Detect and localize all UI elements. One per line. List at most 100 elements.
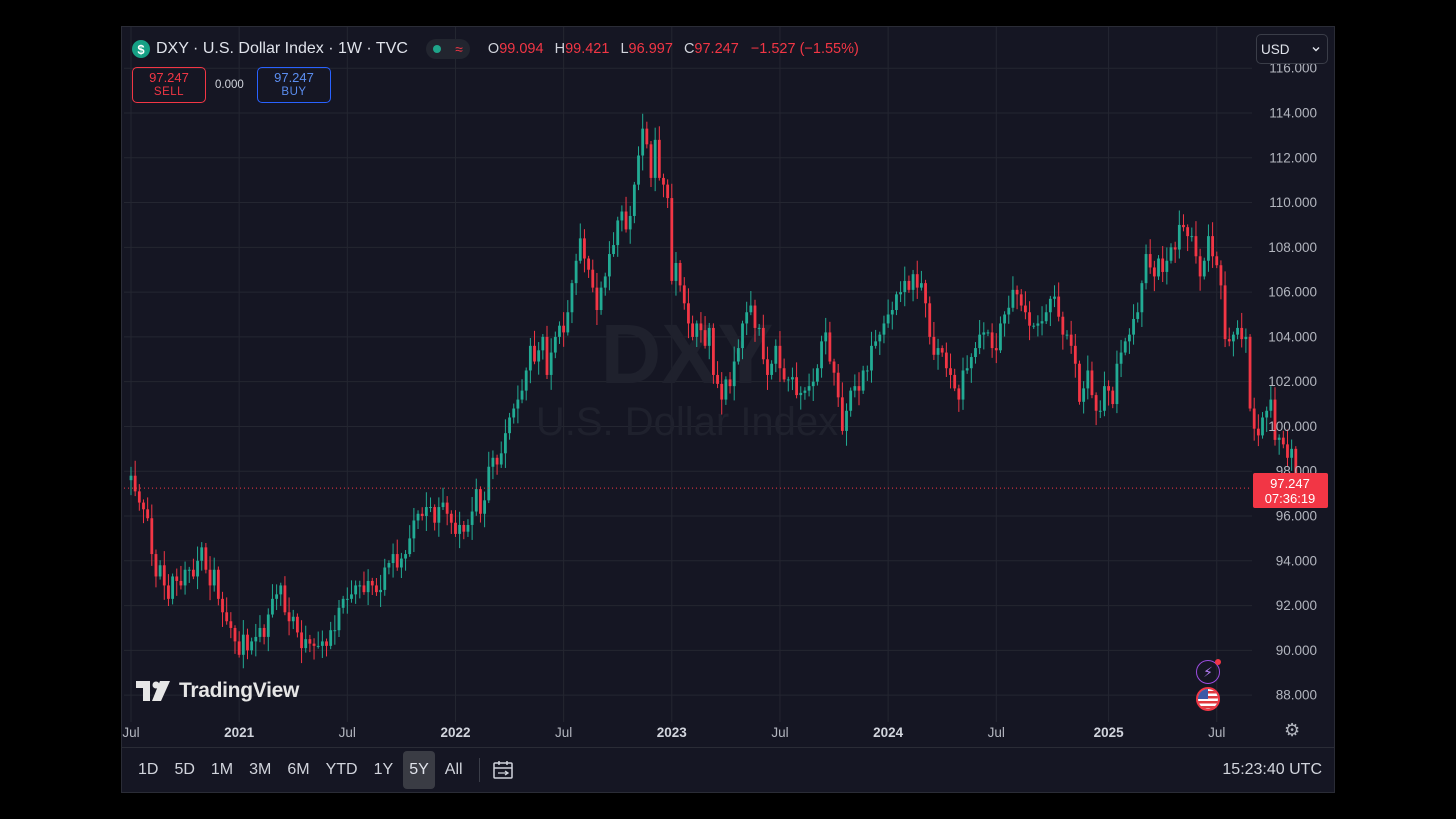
range-1m[interactable]: 1M (210, 761, 234, 778)
candle (944, 342, 948, 377)
currency-select[interactable]: USD (1256, 34, 1328, 64)
candle (853, 374, 857, 398)
candle-body (691, 323, 694, 337)
candle (1123, 337, 1127, 356)
candle (578, 223, 582, 264)
candle (1290, 439, 1294, 471)
candle-body (416, 513, 420, 521)
candle-body (271, 598, 274, 615)
chart-canvas[interactable]: DXY U.S. Dollar Index 116.000 114.000 112.… (122, 27, 1334, 747)
candle (1152, 260, 1156, 292)
utc-clock[interactable]: 15:23:40 UTC (1222, 761, 1322, 778)
candle (1069, 320, 1073, 354)
candle-body (1082, 388, 1086, 402)
us-flag-icon[interactable] (1196, 687, 1220, 711)
candle-body (820, 341, 823, 369)
y-tick-label: 108.000 (1268, 240, 1317, 255)
grid (124, 27, 1252, 722)
candle-body (612, 245, 615, 255)
market-status[interactable]: ≈ (425, 39, 470, 59)
tradingview-logo[interactable]: TradingView (136, 679, 299, 703)
buy-label: BUY (281, 86, 307, 98)
symbol-title[interactable]: DXY · U.S. Dollar Index · 1W · TVC (156, 40, 408, 57)
candle (449, 510, 453, 534)
y-tick-label: 96.000 (1276, 509, 1317, 524)
candle (612, 232, 615, 257)
candle (920, 270, 923, 291)
candle (732, 346, 736, 401)
candle (1194, 221, 1198, 264)
candle-body (682, 285, 686, 304)
candle-body (470, 511, 474, 525)
candle (250, 637, 254, 655)
range-ytd[interactable]: YTD (325, 761, 358, 778)
candle (774, 339, 778, 373)
lightning-icon[interactable]: ⚡ (1196, 659, 1221, 684)
candle (183, 561, 187, 595)
candle (753, 299, 757, 342)
candle (316, 631, 320, 649)
candle (1048, 295, 1052, 327)
sell-button[interactable]: 97.247 SELL (132, 67, 206, 103)
candle (537, 342, 541, 375)
candle-body (424, 507, 428, 517)
range-5d[interactable]: 5D (174, 761, 195, 778)
candle (158, 560, 162, 580)
range-1y[interactable]: 1Y (373, 761, 394, 778)
candle (1128, 328, 1131, 354)
candle (1132, 304, 1135, 345)
candle-body (736, 348, 740, 362)
candle-body (570, 283, 574, 313)
candle (154, 549, 158, 588)
candle (786, 376, 790, 392)
candle (745, 301, 749, 336)
candle (616, 216, 620, 257)
candle (695, 320, 699, 348)
candle-body (1094, 395, 1098, 411)
x-tick-label: 2021 (224, 725, 255, 740)
range-6m[interactable]: 6M (287, 761, 310, 778)
candle (782, 358, 786, 383)
candle-body (703, 330, 707, 346)
symbol-legend[interactable]: $ DXY · U.S. Dollar Index · 1W · TVC ≈ O… (132, 37, 859, 61)
candle (1144, 244, 1148, 290)
x-tick-label: Jul (988, 725, 1005, 740)
candle-body (803, 390, 807, 393)
candle (587, 255, 590, 278)
watermark-symbol: DXY (601, 307, 774, 401)
candle (1202, 257, 1206, 280)
candle-body (1290, 448, 1294, 458)
range-5y[interactable]: 5Y (403, 751, 435, 789)
candle-body (1236, 327, 1239, 335)
candle (508, 412, 511, 440)
range-3m[interactable]: 3M (249, 761, 272, 778)
range-all[interactable]: All (444, 761, 463, 778)
candle (674, 252, 678, 296)
settings-gear-icon[interactable]: ⚙ (1284, 720, 1301, 740)
candle (1161, 246, 1165, 283)
candle-body (662, 177, 665, 185)
candle (429, 497, 432, 513)
candle (724, 376, 728, 405)
candle (499, 441, 503, 468)
buy-button[interactable]: 97.247 BUY (257, 67, 331, 103)
candle (924, 279, 927, 318)
candle (1256, 414, 1260, 447)
candle-body (549, 352, 553, 375)
candle-body (766, 359, 769, 375)
candle-body (832, 361, 836, 373)
candle-body (999, 323, 1002, 351)
candle-body (320, 641, 324, 646)
candle (703, 316, 707, 349)
candle-body (553, 336, 557, 353)
candle-body (886, 314, 890, 324)
candle (495, 454, 499, 475)
candle-body (1240, 327, 1244, 340)
candle (1261, 412, 1264, 439)
date-range-icon[interactable] (492, 759, 514, 781)
range-1d[interactable]: 1D (138, 761, 159, 778)
candle (1244, 328, 1248, 353)
candle (541, 334, 545, 360)
candle-body (778, 345, 782, 369)
candle (1003, 311, 1006, 337)
